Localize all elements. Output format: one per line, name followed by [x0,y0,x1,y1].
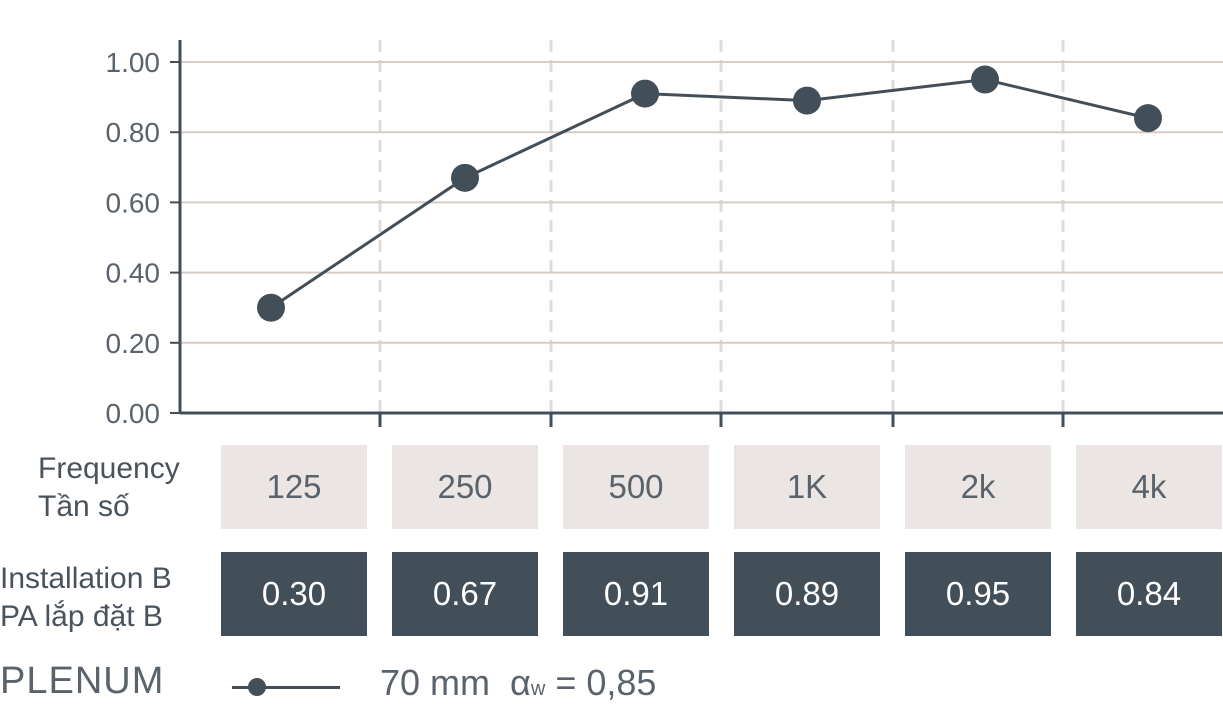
installation-label-en: Installation B [0,562,172,595]
y-tick-label: 0.80 [106,117,161,148]
frequency-label-en: Frequency [38,452,180,485]
data-point [451,163,479,192]
data-point [971,65,999,94]
series-group [257,65,1162,322]
legend-dot-marker [248,678,266,696]
installation-label-vi: PA lắp đặt B [0,600,163,633]
absorption-chart: 0.00 0.20 0.40 0.60 0.80 1.00 [106,40,1223,429]
frequency-cell: 500 [563,445,709,529]
y-tick-labels: 0.00 0.20 0.40 0.60 0.80 1.00 [106,47,161,429]
chart-grid [180,40,1223,413]
absorption-value-cell: 0.30 [221,552,367,636]
frequency-cell: 1K [734,445,880,529]
frequency-cell: 4k [1076,445,1222,529]
legend: PLENUM 70 mm αw = 0,85 [0,658,1223,714]
data-point [631,79,659,108]
absorption-value-cell: 0.89 [734,552,880,636]
frequency-cell: 250 [392,445,538,529]
y-tick-label: 0.40 [106,258,161,289]
legend-alpha: α [510,662,531,703]
y-tick-label: 1.00 [106,47,161,78]
absorption-value-cell: 0.95 [905,552,1051,636]
legend-line-marker [232,686,340,689]
chart-axes [170,40,1223,427]
data-point [793,86,821,115]
y-tick-label: 0.20 [106,328,161,359]
legend-depth: 70 mm [380,662,491,703]
legend-alpha-subscript: w [530,678,546,700]
data-point [257,293,285,322]
y-tick-label: 0.00 [106,398,161,429]
frequency-label-vi: Tần số [38,490,130,523]
legend-text: 70 mm αw = 0,85 [380,662,656,704]
series-line [270,78,1149,309]
installation-row-label: Installation B PA lắp đặt B [0,560,172,636]
frequency-cell: 125 [221,445,367,529]
legend-title: PLENUM [0,660,165,702]
absorption-value-cell: 0.84 [1076,552,1222,636]
legend-rating: = 0,85 [555,662,657,703]
absorption-value-cell: 0.67 [392,552,538,636]
absorption-value-cell: 0.91 [563,552,709,636]
y-tick-label: 0.60 [106,187,161,218]
frequency-row-label: Frequency Tần số [38,450,180,526]
data-point [1134,104,1162,133]
frequency-cell: 2k [905,445,1051,529]
